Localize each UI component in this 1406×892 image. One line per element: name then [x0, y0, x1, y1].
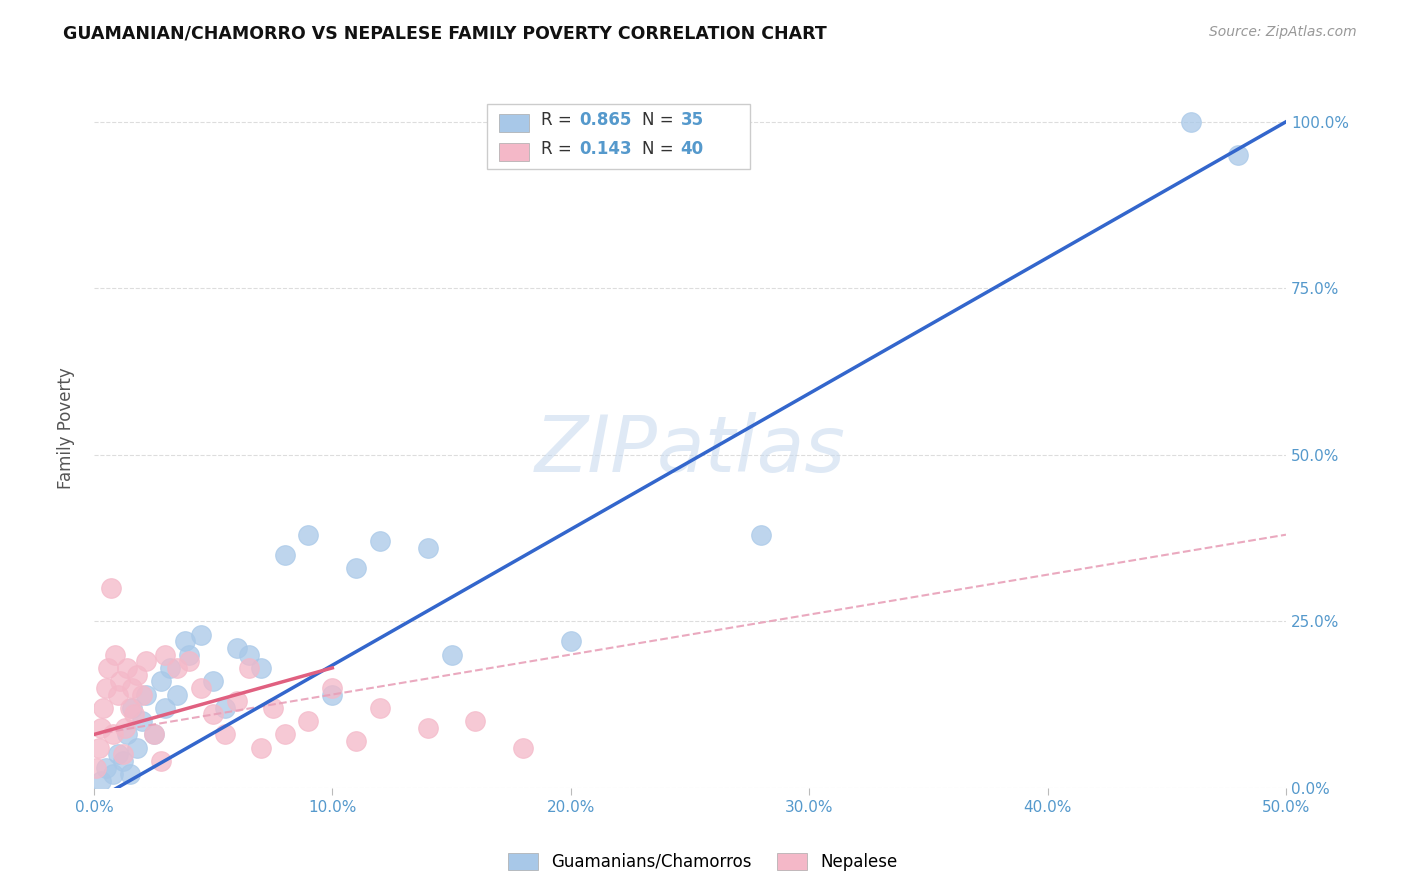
Point: [100, 581, 122, 595]
Point: [97, 661, 120, 675]
Point: [131, 714, 153, 728]
Point: [190, 681, 212, 695]
Point: [111, 754, 134, 768]
Point: [262, 701, 284, 715]
Point: [117, 661, 139, 675]
Point: [118, 767, 141, 781]
Point: [190, 627, 212, 641]
Point: [202, 674, 225, 689]
Point: [166, 661, 188, 675]
Point: [560, 634, 582, 648]
Point: [751, 527, 773, 541]
Point: [124, 707, 146, 722]
Text: 35: 35: [681, 112, 703, 129]
Point: [111, 747, 134, 762]
Point: [121, 701, 143, 715]
Point: [238, 661, 260, 675]
Point: [226, 640, 249, 655]
Point: [117, 727, 139, 741]
Point: [173, 634, 195, 648]
Point: [93, 701, 115, 715]
Text: Source: ZipAtlas.com: Source: ZipAtlas.com: [1209, 25, 1357, 39]
Text: 0.143: 0.143: [579, 140, 631, 158]
Point: [512, 740, 534, 755]
Point: [142, 727, 165, 741]
Point: [238, 648, 260, 662]
Point: [321, 681, 343, 695]
Point: [1227, 148, 1250, 162]
Point: [131, 688, 153, 702]
Point: [121, 681, 143, 695]
Point: [149, 754, 172, 768]
Point: [464, 714, 486, 728]
Y-axis label: Family Poverty: Family Poverty: [58, 368, 75, 489]
Text: R =: R =: [541, 112, 576, 129]
Point: [214, 701, 236, 715]
Point: [226, 694, 249, 708]
Point: [94, 761, 117, 775]
Point: [90, 721, 112, 735]
Point: [202, 707, 225, 722]
Point: [214, 727, 236, 741]
Point: [155, 701, 177, 715]
Text: GUAMANIAN/CHAMORRO VS NEPALESE FAMILY POVERTY CORRELATION CHART: GUAMANIAN/CHAMORRO VS NEPALESE FAMILY PO…: [63, 25, 827, 43]
Point: [90, 774, 112, 789]
Point: [344, 734, 367, 748]
Text: 40: 40: [681, 140, 703, 158]
Point: [101, 727, 124, 741]
Point: [125, 740, 148, 755]
Point: [135, 654, 157, 668]
Point: [135, 688, 157, 702]
Point: [273, 727, 295, 741]
Point: [250, 740, 273, 755]
Point: [297, 527, 319, 541]
Point: [321, 688, 343, 702]
Text: ZIPatlas: ZIPatlas: [534, 412, 845, 488]
Text: N =: N =: [643, 112, 679, 129]
FancyBboxPatch shape: [499, 114, 529, 132]
FancyBboxPatch shape: [499, 143, 529, 161]
Point: [94, 681, 117, 695]
Point: [107, 688, 129, 702]
Point: [107, 747, 129, 762]
Point: [101, 767, 124, 781]
Point: [166, 688, 188, 702]
Point: [104, 648, 127, 662]
Point: [440, 648, 463, 662]
Point: [416, 721, 439, 735]
Point: [86, 761, 108, 775]
Point: [273, 548, 295, 562]
Point: [125, 667, 148, 681]
Point: [368, 701, 391, 715]
Point: [416, 541, 439, 555]
FancyBboxPatch shape: [488, 104, 749, 169]
Point: [108, 674, 131, 689]
Text: N =: N =: [643, 140, 679, 158]
Point: [1180, 115, 1202, 129]
Point: [368, 534, 391, 549]
Point: [159, 661, 181, 675]
Point: [344, 561, 367, 575]
Point: [179, 654, 201, 668]
Point: [179, 648, 201, 662]
Text: R =: R =: [541, 140, 576, 158]
Point: [297, 714, 319, 728]
Legend: Guamanians/Chamorros, Nepalese: Guamanians/Chamorros, Nepalese: [501, 845, 905, 880]
Point: [87, 740, 110, 755]
Point: [155, 648, 177, 662]
Point: [118, 701, 141, 715]
Point: [149, 674, 172, 689]
Point: [114, 721, 136, 735]
Text: 0.865: 0.865: [579, 112, 631, 129]
Point: [250, 661, 273, 675]
Point: [142, 727, 165, 741]
